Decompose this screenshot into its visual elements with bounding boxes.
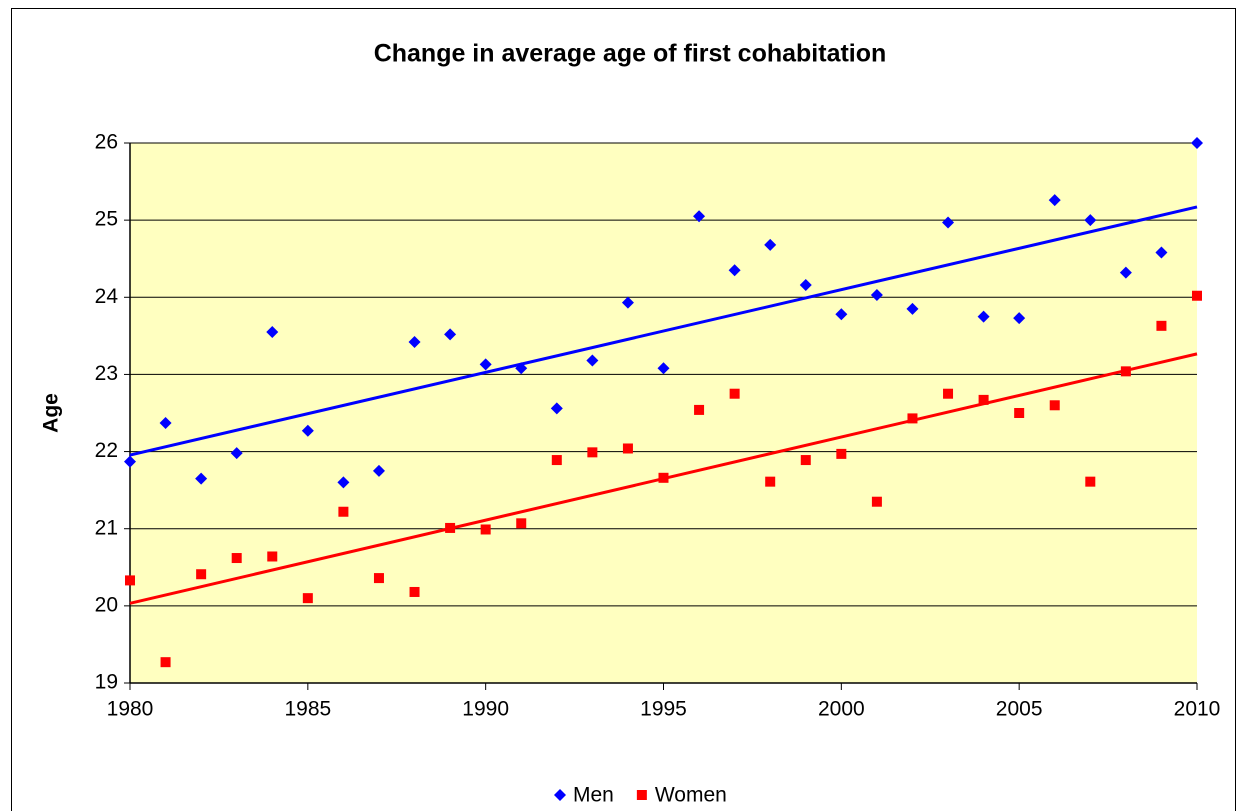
data-point [1085,476,1096,487]
data-point [125,575,135,586]
trend-line [129,205,1198,457]
data-point [337,476,350,489]
data-point [1191,137,1203,149]
data-point [1155,246,1168,259]
data-point [799,278,812,291]
data-point [480,524,491,535]
data-point [550,402,563,415]
data-point [267,551,278,562]
data-point [835,308,848,321]
data-point [800,455,811,466]
y-axis-label: Age [40,393,63,433]
data-point [658,472,669,483]
data-point [977,310,990,323]
data-point [301,424,314,437]
data-point [1048,194,1061,207]
data-point [1084,214,1097,227]
data-point [907,413,918,424]
y-tick-label: 21 [95,516,118,539]
data-point [160,657,171,668]
data-point [266,326,279,338]
data-point [836,448,847,459]
data-point [657,362,670,375]
x-tick-label: 2005 [996,698,1043,721]
data-point [978,394,989,405]
data-point [196,569,207,580]
data-point [551,455,562,466]
x-tick-label: 2000 [818,698,865,721]
data-point [195,472,208,485]
data-point [338,506,349,517]
data-point [764,238,777,251]
plot-area [130,143,1197,683]
y-tick-label: 25 [95,208,118,231]
data-point [621,296,634,309]
data-point [1156,320,1167,331]
data-point [231,553,242,564]
x-tick-label: 1990 [462,698,509,721]
data-point [372,464,385,477]
data-point [693,210,706,223]
data-point [587,447,598,458]
y-tick-label: 19 [95,671,118,694]
data-point [159,417,172,430]
data-point [515,362,528,375]
x-tick-label: 2010 [1174,698,1221,721]
legend-label: Men [573,784,614,807]
data-point [622,443,633,454]
data-point [444,328,457,341]
data-point [1120,366,1131,377]
x-tick-label: 1980 [107,698,154,721]
y-tick-label: 26 [95,131,118,154]
data-point [1049,400,1060,411]
x-tick-label: 1995 [640,698,687,721]
data-point [302,593,313,604]
data-point [409,586,420,597]
data-point [871,496,882,507]
x-tick-label: 1985 [284,698,331,721]
data-point [694,404,705,415]
data-point [1192,290,1202,301]
data-point [479,358,492,371]
data-point [765,476,776,487]
data-point [230,447,243,460]
data-point [373,573,384,584]
data-point [943,388,954,399]
data-point [124,455,136,468]
y-tick-label: 20 [95,593,118,616]
legend-label: Women [655,784,727,807]
data-point [906,302,919,315]
data-point [445,522,456,533]
legend-marker [554,789,566,801]
data-point [516,518,527,529]
data-point [1119,266,1132,279]
legend-marker [636,790,647,800]
y-tick-label: 24 [95,285,119,308]
data-point [586,354,599,367]
y-tick-label: 22 [95,439,118,462]
data-point [942,216,955,229]
chart-title: Change in average age of first cohabitat… [374,40,887,68]
data-point [728,264,741,277]
data-point [408,336,421,349]
data-point [1013,312,1026,325]
data-point [1014,408,1025,418]
y-tick-label: 23 [95,362,118,385]
data-point [870,288,883,301]
data-point [729,388,740,399]
